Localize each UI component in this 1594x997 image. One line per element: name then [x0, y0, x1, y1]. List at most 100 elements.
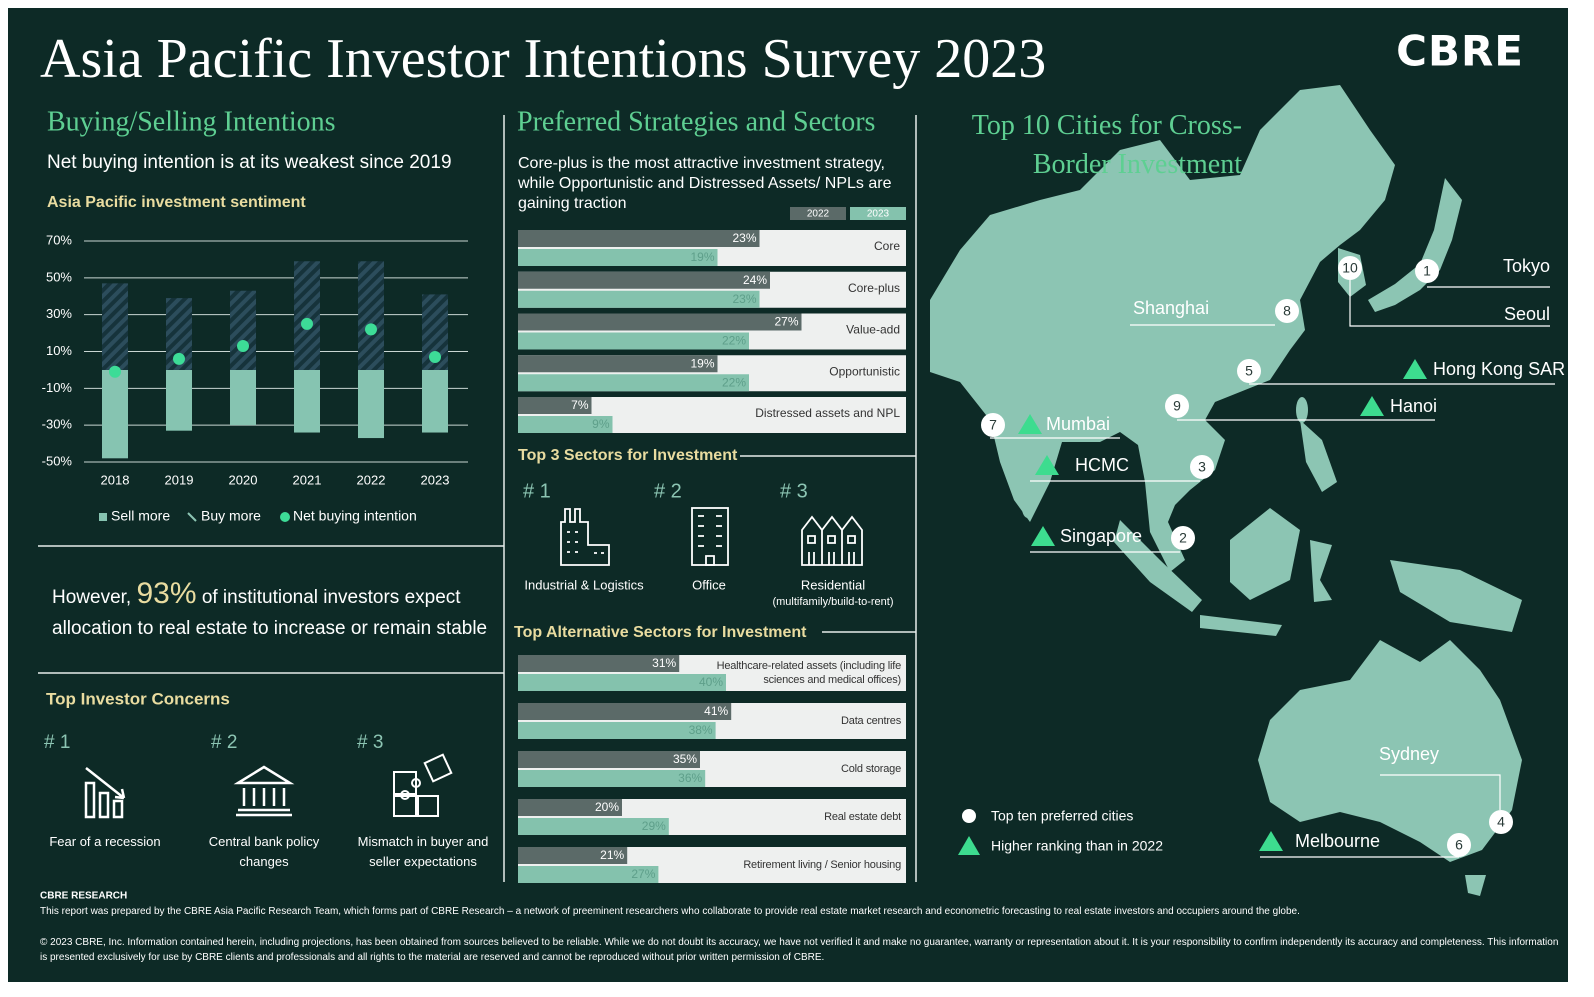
- concern-label: Central bank policy changes: [208, 834, 320, 869]
- city-name: HCMC: [1075, 455, 1129, 475]
- icon-part: [84, 781, 96, 819]
- city-marker: [1171, 526, 1195, 550]
- y-tick-label: 30%: [46, 306, 72, 321]
- value-label: 24%: [743, 273, 767, 287]
- bar: [518, 818, 669, 835]
- city-marker: [1489, 810, 1513, 834]
- city-marker: [1237, 359, 1261, 383]
- legend-label: Sell more: [111, 508, 170, 524]
- chart-title: Asia Pacific investment sentiment: [47, 194, 306, 211]
- concern-rank: # 2: [211, 732, 237, 753]
- city-rank: 10: [1342, 260, 1358, 276]
- city-name: Hong Kong SAR: [1433, 359, 1565, 379]
- sector-note: (multifamily/build-to-rent): [772, 596, 893, 608]
- category-label-box: Cold storage: [841, 763, 901, 775]
- point: [429, 351, 441, 364]
- section-heading: Preferred Strategies and Sectors: [517, 106, 875, 137]
- icon-part: [400, 790, 410, 800]
- bar: [518, 374, 749, 392]
- category-label: Distressed assets and NPL: [755, 406, 900, 420]
- bar: [518, 847, 628, 864]
- city-rank: 4: [1497, 814, 1505, 830]
- city-name: Tokyo: [1503, 256, 1550, 276]
- java: [1200, 615, 1282, 636]
- y-tick-label: -30%: [42, 417, 73, 432]
- bar: [518, 332, 749, 350]
- category-label: Core: [874, 239, 900, 253]
- city-name: Seoul: [1504, 304, 1550, 324]
- leader-line: [1380, 774, 1501, 810]
- value-label: 38%: [689, 723, 713, 737]
- bar: [518, 751, 700, 768]
- category-label-box: Retirement living / Senior housing: [743, 859, 901, 871]
- japan: [1368, 178, 1462, 312]
- category-label: Core-plus: [848, 281, 900, 295]
- section-subheading: Net buying intention is at its weakest s…: [47, 152, 452, 173]
- point: [109, 365, 121, 378]
- statement-prefix: However,: [52, 587, 132, 608]
- point: [237, 339, 249, 352]
- value-label: 40%: [699, 675, 723, 689]
- mainland: [930, 85, 1395, 572]
- bar: [518, 703, 732, 720]
- bar: [518, 770, 706, 787]
- bar: [518, 230, 760, 247]
- icon-puzzle: [393, 753, 453, 817]
- city-name: Singapore: [1060, 526, 1142, 546]
- icon-part: [560, 508, 610, 566]
- legend-marker: [99, 513, 107, 521]
- legend-label: Buy more: [201, 508, 261, 524]
- icon-part: [567, 531, 604, 554]
- point: [301, 317, 313, 330]
- category-label: Cold storage: [841, 763, 901, 775]
- city-marker: [1190, 455, 1214, 479]
- value-label: 27%: [631, 867, 655, 881]
- value-label: 9%: [592, 417, 610, 431]
- legend-label: Top ten preferred cities: [991, 808, 1133, 824]
- category-label-box: Real estate debt: [824, 811, 901, 823]
- bar: [518, 416, 613, 433]
- legend-label: Higher ranking than in 2022: [991, 838, 1163, 854]
- legend-label: 2023: [867, 209, 890, 220]
- legend-marker: [280, 512, 290, 522]
- dividers: [38, 115, 917, 882]
- bar: [518, 249, 718, 266]
- statement: However, 93% of institutional investors …: [52, 578, 502, 644]
- leader-line: [1349, 280, 1550, 327]
- city-rank: 6: [1455, 837, 1463, 853]
- legend-marker: [187, 512, 197, 522]
- legend-marker: [962, 809, 976, 823]
- page-title: Asia Pacific Investor Intentions Survey …: [40, 28, 1046, 90]
- city-marker: [1447, 833, 1471, 857]
- australia: [1258, 640, 1522, 862]
- city-name: Hanoi: [1390, 396, 1437, 416]
- sector-label: Office: [692, 577, 726, 592]
- section-description: Core-plus is the most attractive investm…: [518, 155, 892, 212]
- x-tick-label: 2023: [421, 472, 450, 487]
- value-label: 31%: [652, 656, 676, 670]
- bar: [518, 655, 680, 672]
- value-label: 36%: [678, 771, 702, 785]
- y-tick-label: -10%: [42, 380, 73, 395]
- sumatra: [1114, 520, 1202, 612]
- value-label: 20%: [595, 800, 619, 814]
- legend-marker: [958, 836, 980, 855]
- section-heading: Top 10 Cities for Cross-Border Investmen…: [971, 110, 1242, 180]
- bar: [230, 369, 256, 426]
- legend-label: Net buying intention: [293, 508, 417, 524]
- sector-rank: # 1: [523, 480, 551, 502]
- category-label: Value-add: [846, 323, 900, 337]
- icon-part: [393, 771, 417, 795]
- concern-label: Mismatch in buyer and seller expectation…: [357, 834, 489, 869]
- higher-ranking-marker: [1360, 396, 1384, 416]
- sri-lanka: [1022, 498, 1034, 518]
- category-label-box: Data centres: [841, 715, 901, 727]
- value-label: 35%: [673, 752, 697, 766]
- icon-part: [236, 808, 292, 817]
- x-tick-label: 2022: [357, 472, 386, 487]
- bar: [294, 261, 320, 370]
- higher-ranking-marker: [1403, 359, 1427, 379]
- city-name: Shanghai: [1133, 298, 1209, 318]
- map: [930, 85, 1522, 896]
